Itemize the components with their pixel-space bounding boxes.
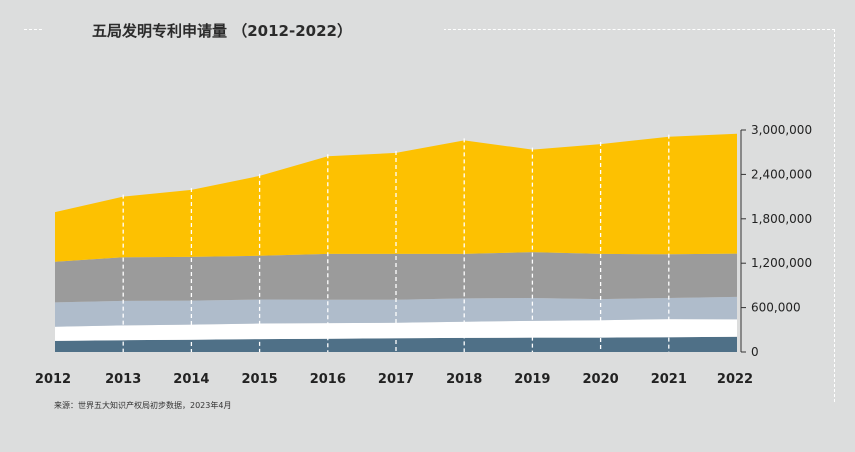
x-tick-label: 2018 [446, 372, 482, 387]
y-axis: 0 600,000 1,200,000 1,800,000 2,400,000 3,000… [740, 123, 812, 359]
x-tick-label: 2015 [242, 372, 278, 387]
source-note: 来源：世界五大知识产权局初步数据，2023年4月 [54, 401, 232, 410]
x-tick-label: 2022 [717, 372, 753, 387]
area-series-2 [55, 319, 737, 341]
x-axis: 2012 2013 2014 2015 2016 2017 2018 2019 2020 2021… [35, 372, 753, 387]
x-tick-label: 2014 [173, 372, 209, 387]
x-tick-label: 2013 [105, 372, 141, 387]
x-tick-label: 2019 [514, 372, 550, 387]
y-tick-label: 1,800,000 [751, 212, 812, 226]
y-tick-label: 0 [751, 345, 759, 359]
vertical-gridlines [122, 134, 670, 352]
x-tick-label: 2012 [35, 372, 71, 387]
chart-title: 五局发明专利申请量 （2012-2022） [92, 22, 352, 40]
x-tick-label: 2016 [310, 372, 346, 387]
area-series-group [55, 133, 737, 352]
y-tick-label: 600,000 [751, 301, 801, 315]
y-tick-label: 3,000,000 [751, 123, 812, 137]
area-series-3 [55, 296, 737, 327]
area-series-1 [55, 336, 737, 352]
title-background [44, 20, 444, 42]
area-series-5 [55, 133, 737, 262]
x-tick-label: 2020 [583, 372, 619, 387]
x-tick-label: 2021 [651, 372, 687, 387]
y-tick-label: 1,200,000 [751, 256, 812, 270]
y-tick-label: 2,400,000 [751, 167, 812, 181]
x-tick-label: 2017 [378, 372, 414, 387]
